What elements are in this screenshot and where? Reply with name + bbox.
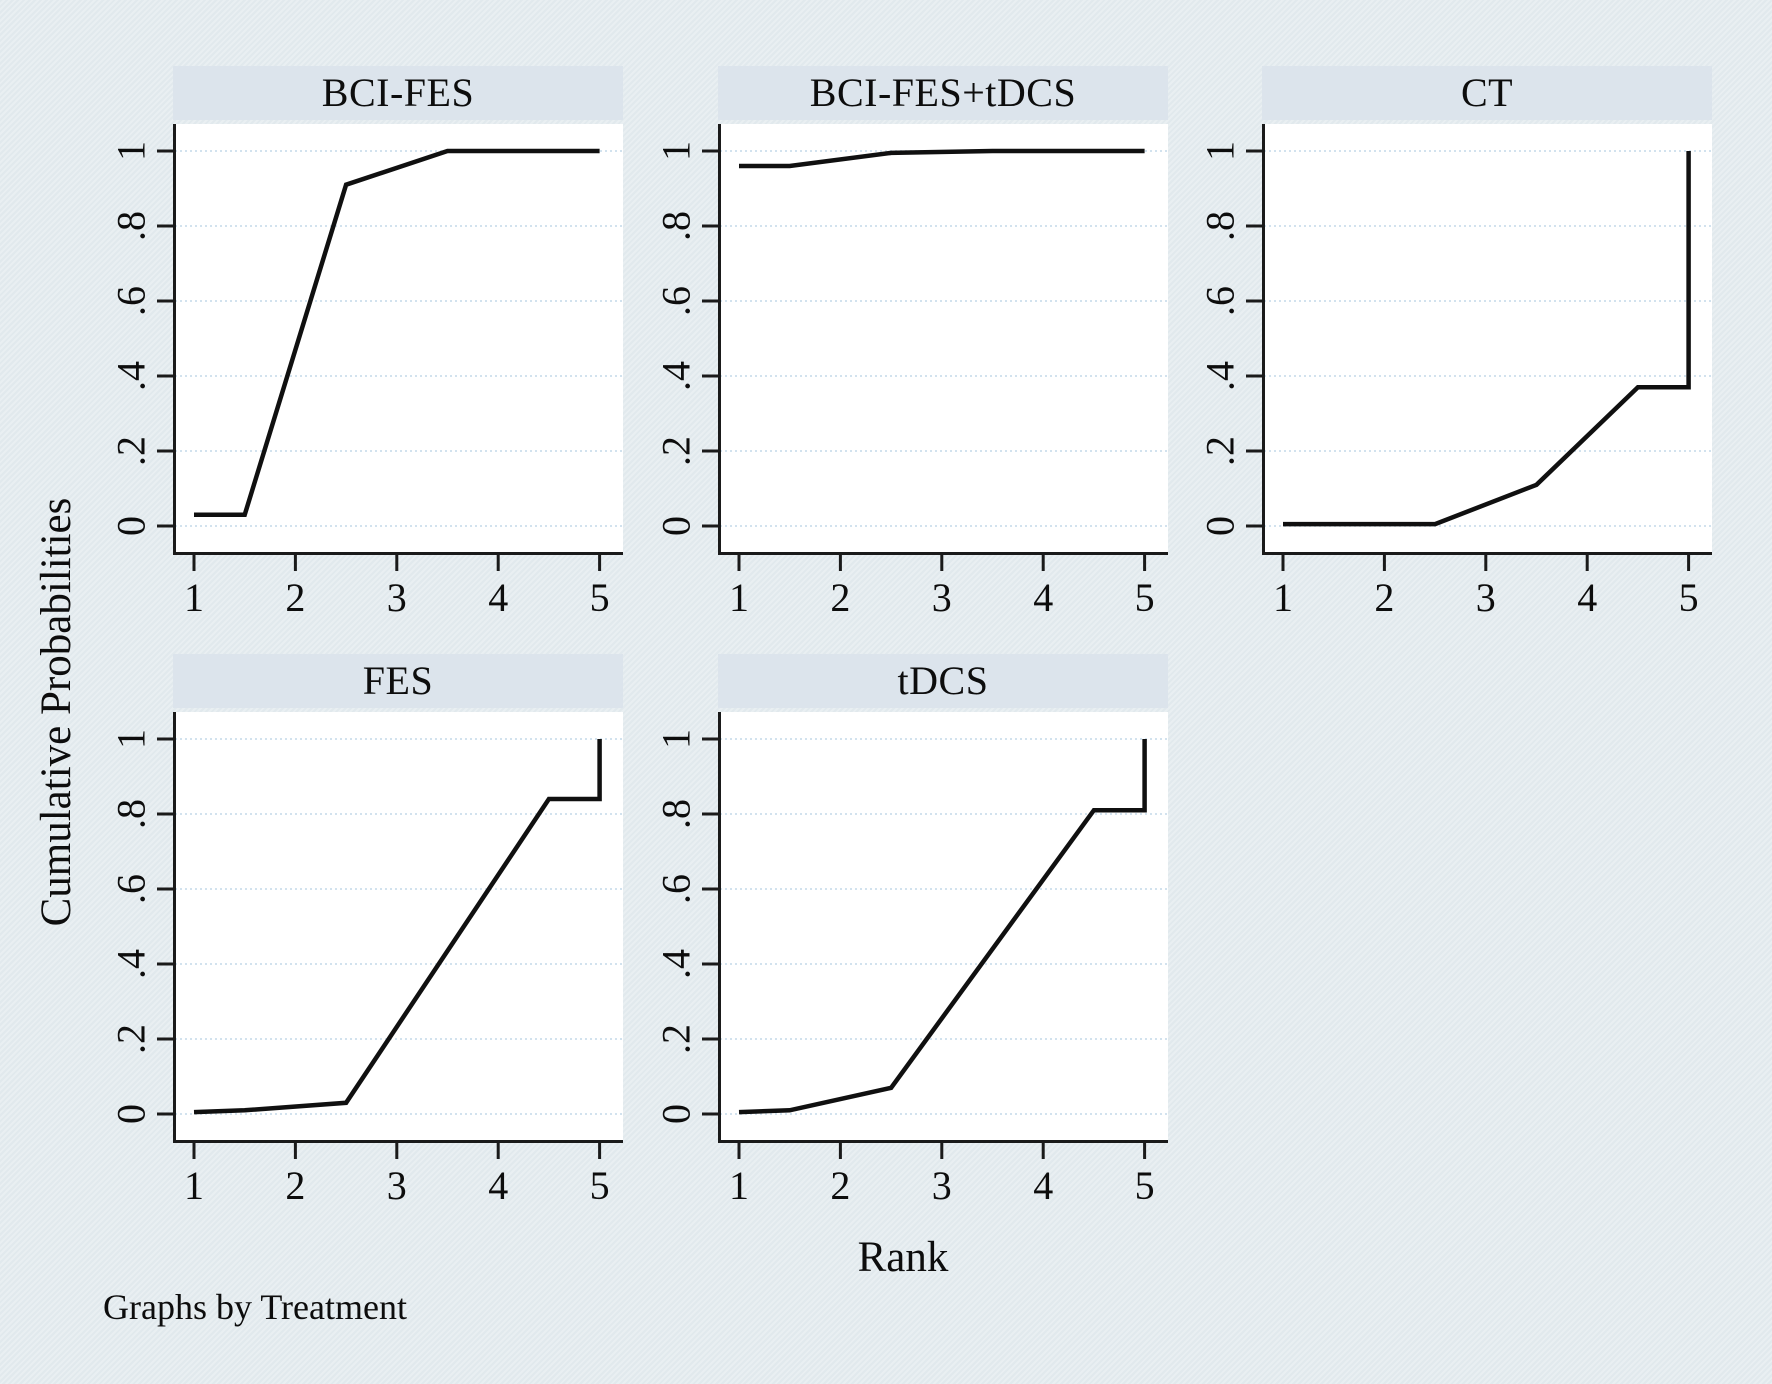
axis-lines — [718, 124, 1168, 555]
y-axis-title: Cumulative Probabilities — [33, 497, 80, 927]
plot-area — [173, 124, 623, 555]
cumulative-probability-line — [1283, 151, 1691, 527]
panel-chart: 0 .2 .4 .6 .8 1 1 2 3 4 5 — [654, 124, 1168, 620]
y-tick-label: 0 — [1198, 516, 1243, 536]
axis-lines — [1262, 124, 1712, 555]
y-tick-label: .4 — [654, 361, 699, 391]
plot-area — [718, 712, 1168, 1143]
x-tick-label: 2 — [830, 575, 850, 620]
y-tick-label: .8 — [109, 799, 154, 829]
x-tick-label: 3 — [932, 575, 952, 620]
panel-ct: CT 0 .2 .4 .6 .8 1 1 2 3 4 5 — [1177, 66, 1742, 640]
panel-title: FES — [173, 654, 623, 708]
x-tick-label: 2 — [830, 1163, 850, 1208]
x-tick-label: 3 — [932, 1163, 952, 1208]
panel-chart: 0 .2 .4 .6 .8 1 1 2 3 4 5 — [1198, 124, 1712, 620]
y-tick-label: .6 — [109, 286, 154, 316]
y-tick-label: .8 — [654, 211, 699, 241]
y-tick-label: 0 — [109, 516, 154, 536]
x-axis-title: Rank — [857, 1234, 949, 1281]
plot-area — [718, 124, 1168, 555]
panel-bci-fes-tdcs: BCI-FES+tDCS 0 .2 .4 .6 .8 1 1 2 3 4 5 — [633, 66, 1198, 640]
x-tick-label: 2 — [1374, 575, 1394, 620]
y-tick-label: .8 — [1198, 211, 1243, 241]
cumulative-probability-line — [739, 148, 1145, 169]
panel-bci-fes: BCI-FES 0 .2 .4 .6 .8 1 1 2 3 4 5 — [88, 66, 653, 640]
panel-chart: 0 .2 .4 .6 .8 1 1 2 3 4 5 — [654, 712, 1168, 1208]
x-tick-label: 1 — [729, 575, 749, 620]
y-tick-label: 1 — [109, 141, 154, 161]
panel-fes: FES 0 .2 .4 .6 .8 1 1 2 3 4 5 — [88, 654, 653, 1228]
x-tick-label: 2 — [285, 575, 305, 620]
y-tick-label: .2 — [109, 1024, 154, 1054]
cumulative-probability-line — [738, 739, 1147, 1115]
y-tick-label: .8 — [654, 799, 699, 829]
axis-lines — [173, 124, 623, 555]
y-tick-label: 0 — [654, 516, 699, 536]
y-tick-label: 0 — [109, 1104, 154, 1124]
x-tick-label: 1 — [729, 1163, 749, 1208]
x-tick-label: 1 — [1273, 575, 1293, 620]
y-tick-label: .6 — [654, 874, 699, 904]
y-tick-label: .4 — [654, 949, 699, 979]
panel-chart: 0 .2 .4 .6 .8 1 1 2 3 4 5 — [109, 124, 623, 620]
x-tick-label: 4 — [1033, 1163, 1053, 1208]
panel-tdcs: tDCS 0 .2 .4 .6 .8 1 1 2 3 4 5 — [633, 654, 1198, 1228]
x-tick-label: 4 — [488, 575, 508, 620]
x-tick-label: 5 — [590, 1163, 610, 1208]
x-tick-label: 4 — [488, 1163, 508, 1208]
y-tick-label: .2 — [109, 436, 154, 466]
x-tick-label: 5 — [1135, 575, 1155, 620]
y-tick-label: .6 — [1198, 286, 1243, 316]
y-tick-label: .2 — [1198, 436, 1243, 466]
x-tick-label: 5 — [1135, 1163, 1155, 1208]
panel-title: BCI-FES+tDCS — [718, 66, 1168, 120]
y-tick-label: .6 — [654, 286, 699, 316]
y-tick-label: .2 — [654, 1024, 699, 1054]
x-tick-label: 3 — [387, 1163, 407, 1208]
x-tick-label: 5 — [1679, 575, 1699, 620]
y-tick-label: 1 — [109, 729, 154, 749]
cumulative-probability-line — [193, 739, 602, 1115]
plot-area — [173, 712, 623, 1143]
panel-title: BCI-FES — [173, 66, 623, 120]
panel-title: CT — [1262, 66, 1712, 120]
x-tick-label: 5 — [590, 575, 610, 620]
y-tick-label: 1 — [654, 729, 699, 749]
x-tick-label: 2 — [285, 1163, 305, 1208]
y-tick-label: 1 — [654, 141, 699, 161]
x-tick-label: 3 — [387, 575, 407, 620]
x-tick-label: 4 — [1577, 575, 1597, 620]
graphs-by-note: Graphs by Treatment — [103, 1287, 407, 1327]
axis-lines — [718, 712, 1168, 1143]
x-tick-label: 3 — [1476, 575, 1496, 620]
x-tick-label: 4 — [1033, 575, 1053, 620]
y-tick-label: 0 — [654, 1104, 699, 1124]
cumulative-probability-line — [194, 148, 600, 518]
y-tick-label: .6 — [109, 874, 154, 904]
y-tick-label: .4 — [1198, 361, 1243, 391]
panel-title: tDCS — [718, 654, 1168, 708]
axis-lines — [173, 712, 623, 1143]
y-tick-label: .8 — [109, 211, 154, 241]
y-tick-label: .2 — [654, 436, 699, 466]
plot-area — [1262, 124, 1712, 555]
panel-chart: 0 .2 .4 .6 .8 1 1 2 3 4 5 — [109, 712, 623, 1208]
x-tick-label: 1 — [184, 1163, 204, 1208]
x-tick-label: 1 — [184, 575, 204, 620]
y-tick-label: 1 — [1198, 141, 1243, 161]
y-tick-label: .4 — [109, 361, 154, 391]
y-tick-label: .4 — [109, 949, 154, 979]
